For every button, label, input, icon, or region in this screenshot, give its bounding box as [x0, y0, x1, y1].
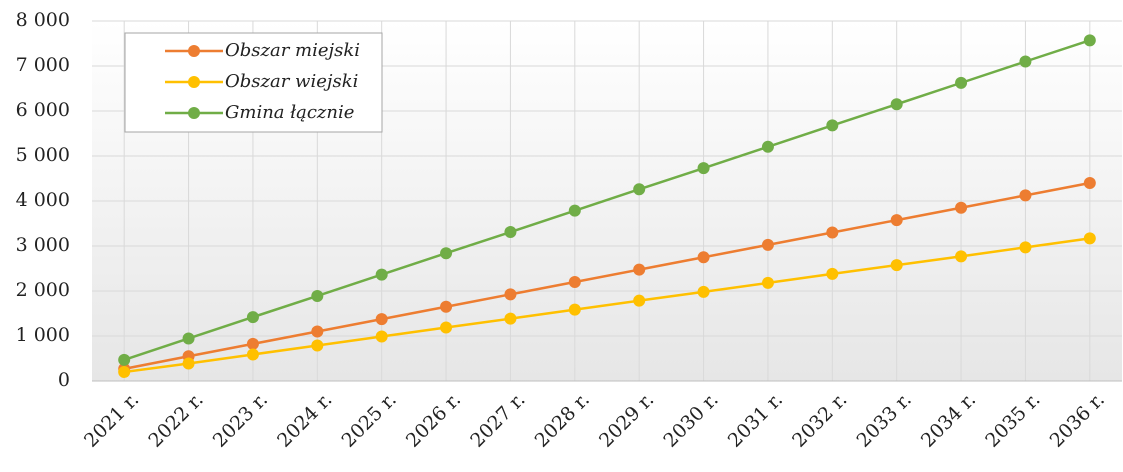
marker — [182, 332, 195, 345]
marker — [890, 259, 903, 272]
marker — [1019, 55, 1032, 68]
marker — [504, 226, 517, 239]
marker — [504, 312, 517, 325]
marker — [375, 330, 388, 343]
x-tick-label: 2029 r. — [595, 389, 658, 452]
x-tick-label: 2036 r. — [1046, 389, 1109, 452]
y-tick-label: 4 000 — [16, 189, 70, 211]
legend: Obszar miejski Obszar wiejski Gmina łączni… — [124, 32, 383, 133]
marker — [633, 183, 646, 196]
x-tick-label: 2025 r. — [338, 389, 401, 452]
y-tick-label: 8 000 — [16, 9, 70, 31]
marker — [633, 263, 646, 276]
legend-box — [124, 32, 383, 133]
marker — [182, 357, 195, 370]
marker — [118, 353, 131, 366]
marker — [697, 251, 710, 264]
legend-marker — [188, 45, 200, 57]
marker — [568, 276, 581, 288]
marker — [890, 214, 903, 227]
marker — [1083, 232, 1096, 245]
x-tick-label: 2034 r. — [917, 389, 980, 452]
x-tick-label: 2035 r. — [981, 389, 1044, 452]
y-tick-label: 1 000 — [16, 324, 70, 346]
marker — [955, 250, 968, 263]
marker — [1019, 189, 1032, 202]
marker — [311, 339, 324, 352]
legend-label: Obszar wiejski — [225, 71, 358, 92]
marker — [375, 268, 388, 281]
x-tick-label: 2028 r. — [531, 389, 594, 452]
x-tick-label: 2024 r. — [273, 389, 336, 452]
marker — [440, 321, 453, 334]
x-tick-label: 2032 r. — [788, 389, 851, 452]
x-tick-label: 2022 r. — [144, 389, 207, 452]
marker — [246, 311, 259, 324]
series-line — [123, 181, 1091, 371]
marker — [311, 289, 324, 302]
marker — [826, 119, 839, 132]
marker — [246, 337, 259, 350]
legend-label: Gmina łącznie — [225, 102, 354, 123]
marker — [1083, 177, 1096, 189]
marker — [311, 325, 324, 338]
marker — [761, 238, 774, 251]
marker — [440, 247, 453, 260]
marker — [761, 276, 774, 289]
x-tick-label: 2033 r. — [853, 389, 916, 452]
series-line — [123, 39, 1091, 362]
x-tick-label: 2031 r. — [724, 389, 787, 452]
x-tick-label: 2021 r. — [80, 389, 143, 452]
x-tick-label: 2027 r. — [466, 389, 529, 452]
marker — [697, 285, 710, 298]
y-tick-label: 2 000 — [16, 279, 70, 301]
marker — [697, 162, 710, 175]
y-tick-label: 7 000 — [16, 54, 70, 76]
y-tick-label: 6 000 — [16, 99, 70, 121]
marker — [955, 201, 968, 214]
marker — [568, 204, 581, 217]
x-tick-label: 2023 r. — [209, 389, 272, 452]
y-tick-label: 5 000 — [16, 144, 70, 166]
marker — [955, 76, 968, 89]
x-tick-label: 2030 r. — [659, 389, 722, 452]
legend-marker — [188, 76, 200, 88]
marker — [118, 366, 131, 378]
marker — [1019, 241, 1032, 254]
marker — [826, 267, 839, 280]
marker — [568, 303, 581, 316]
series-line — [124, 237, 1090, 374]
marker — [1083, 34, 1096, 47]
y-tick-label: 0 — [58, 369, 70, 391]
marker — [375, 313, 388, 326]
marker — [890, 98, 903, 111]
marker — [440, 300, 453, 313]
legend-marker — [188, 107, 200, 119]
y-tick-label: 3 000 — [16, 234, 70, 256]
legend-label: Obszar miejski — [225, 40, 360, 61]
marker — [633, 294, 646, 307]
marker — [504, 288, 517, 301]
marker — [826, 226, 839, 239]
marker — [761, 140, 774, 153]
marker — [246, 348, 259, 361]
x-tick-label: 2026 r. — [402, 389, 465, 452]
